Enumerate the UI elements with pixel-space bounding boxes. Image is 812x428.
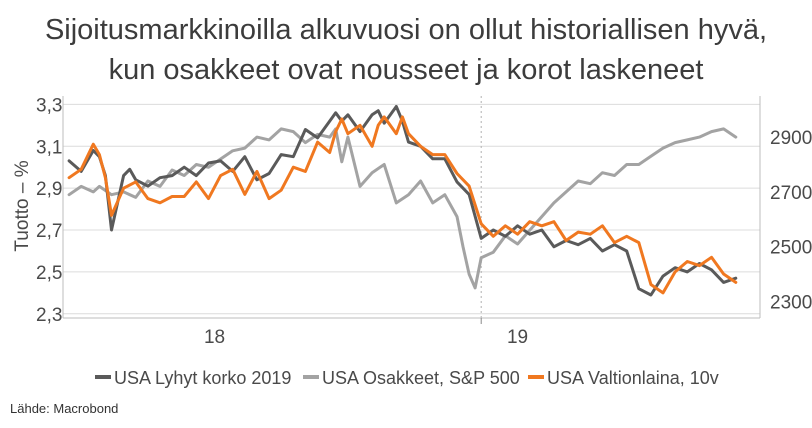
legend-label: USA Lyhyt korko 2019 <box>114 368 291 388</box>
right-tick-label: 2500 <box>770 238 812 259</box>
right-tick-label: 2300 <box>770 293 812 314</box>
x-tick-label: 19 <box>507 327 528 348</box>
chart-title: Sijoitusmarkkinoilla alkuvuosi on ollut … <box>0 10 812 90</box>
series-line <box>67 115 738 295</box>
right-tick-label: 2700 <box>770 183 812 204</box>
legend-label: USA Valtionlaina, 10v <box>547 368 719 388</box>
series-line <box>67 127 738 290</box>
source-note: Lähde: Macrobond <box>10 401 119 416</box>
legend-label: USA Osakkeet, S&P 500 <box>322 368 520 388</box>
left-axis-ticks: 3,3 3,1 2,9 2,7 2,5 2,3 <box>36 95 62 325</box>
plot-frame <box>62 96 761 324</box>
x-axis-ticks: 18 19 <box>204 327 528 348</box>
series-lines <box>67 105 738 297</box>
left-tick-label: 2,5 <box>36 263 62 284</box>
left-tick-label: 2,7 <box>36 221 62 242</box>
y-axis-label: Tuotto – % <box>12 160 33 251</box>
left-tick-label: 3,3 <box>36 95 62 116</box>
series-line <box>67 105 738 297</box>
left-tick-label: 2,9 <box>36 179 62 200</box>
right-tick-label: 2900 <box>770 128 812 149</box>
left-tick-label: 3,1 <box>36 137 62 158</box>
x-tick-label: 18 <box>204 327 225 348</box>
right-axis-ticks: 2900 2700 2500 2300 <box>770 128 812 313</box>
left-tick-label: 2,3 <box>36 305 62 326</box>
chart-title-line-2: kun osakkeet ovat nousseet ja korot lask… <box>108 54 704 86</box>
gridlines <box>63 96 760 318</box>
legend: USA Lyhyt korko 2019 USA Osakkeet, S&P 50… <box>95 368 719 388</box>
chart-title-line-1: Sijoitusmarkkinoilla alkuvuosi on ollut … <box>44 14 768 46</box>
